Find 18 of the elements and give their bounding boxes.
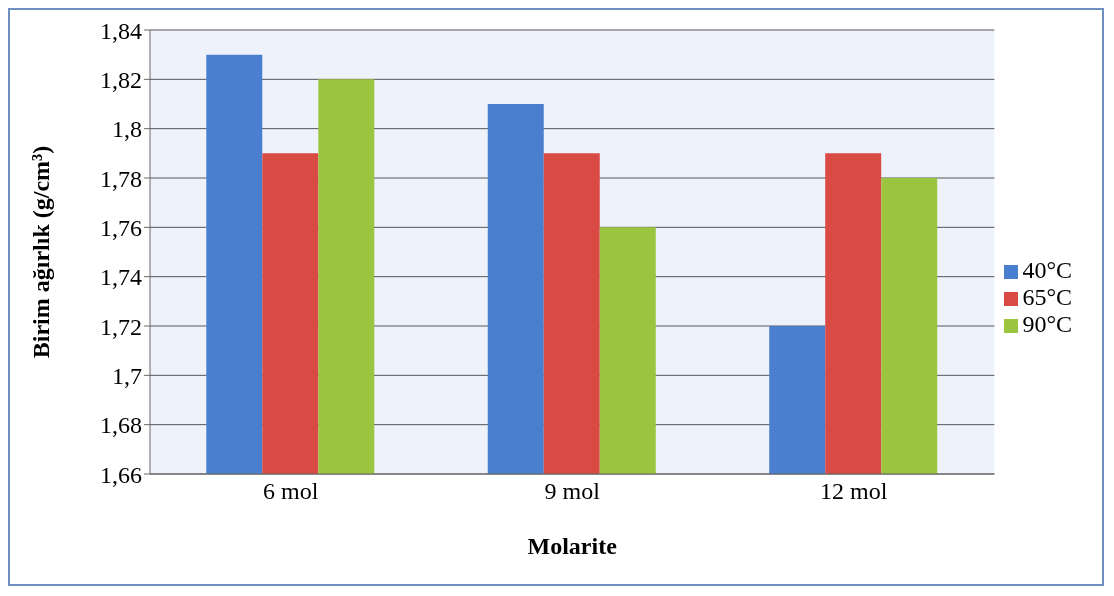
legend-label: 90°C	[1022, 310, 1072, 337]
y-tick-label: 1,66	[100, 461, 142, 488]
y-axis-title: Birim ağırlık (g/cm³)	[27, 145, 54, 359]
x-tick-label: 12 mol	[819, 478, 888, 505]
x-tick-label: 9 mol	[544, 478, 601, 505]
x-axis-title: Molarite	[527, 533, 618, 559]
y-tick-label: 1,74	[100, 264, 142, 291]
y-tick-label: 1,78	[100, 165, 142, 192]
y-tick-label: 1,76	[100, 214, 142, 241]
y-tick-label: 1,7	[112, 362, 142, 389]
x-tick-label: 6 mol	[263, 478, 319, 505]
y-tick-label: 1,68	[100, 412, 142, 439]
legend-label: 65°C	[1022, 283, 1072, 310]
y-tick-label: 1,84	[100, 17, 142, 44]
legend-label: 40°C	[1022, 256, 1072, 283]
y-tick-label: 1,82	[100, 66, 142, 93]
y-tick-label: 1,8	[112, 116, 142, 143]
y-tick-label: 1,72	[100, 313, 142, 340]
